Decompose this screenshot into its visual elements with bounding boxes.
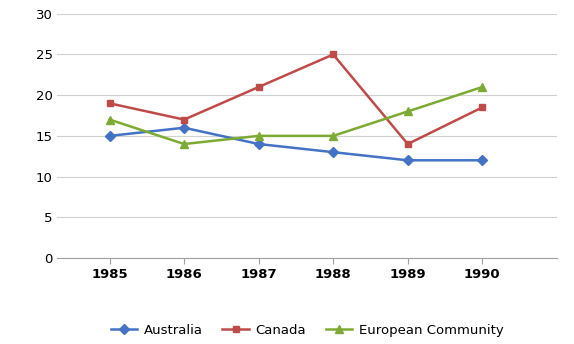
Canada (181, 118, 188, 122)
Canada (106, 101, 113, 105)
Line: European Community: European Community (106, 83, 486, 148)
Australia (106, 134, 113, 138)
European Community (404, 109, 411, 114)
Australia (181, 126, 188, 130)
Australia (255, 142, 262, 146)
Legend: Australia, Canada, European Community: Australia, Canada, European Community (106, 318, 509, 342)
Australia (404, 158, 411, 162)
European Community (106, 118, 113, 122)
Canada (404, 142, 411, 146)
European Community (479, 85, 486, 89)
Canada (329, 52, 336, 56)
Canada (255, 85, 262, 89)
Line: Canada: Canada (106, 51, 486, 148)
Australia (479, 158, 486, 162)
Canada (479, 105, 486, 109)
European Community (181, 142, 188, 146)
Australia (329, 150, 336, 154)
European Community (329, 134, 336, 138)
Line: Australia: Australia (106, 124, 486, 164)
European Community (255, 134, 262, 138)
